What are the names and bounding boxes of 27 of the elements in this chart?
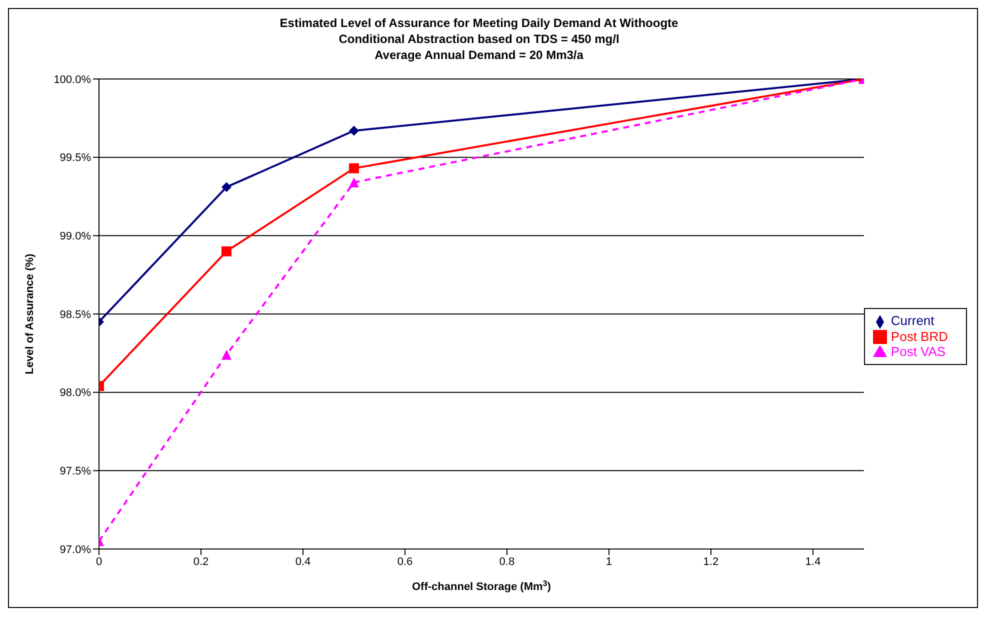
x-axis-title: Off-channel Storage (Mm$^{3}$) [412, 578, 552, 593]
x-tick-label: 0 [96, 556, 102, 568]
x-tick-label: 0.4 [295, 556, 311, 568]
point [348, 126, 359, 136]
y-tick-label: 100.0% [54, 74, 92, 86]
y-tick-label: 97.5% [60, 466, 92, 478]
x-tick-label: 1.2 [703, 556, 719, 568]
x-tick-label: 1.4 [805, 556, 821, 568]
legend-label: Current [890, 313, 934, 328]
point [221, 350, 232, 360]
x-tick-label: 1 [606, 556, 612, 568]
y-tick-label: 99.5% [60, 152, 92, 164]
y-tick-label: 97.0% [60, 544, 92, 556]
point [221, 182, 232, 192]
legend-label: Post BRD [890, 328, 948, 344]
x-tick-label: 0.8 [499, 556, 515, 568]
legend-label: Post VAS [890, 344, 946, 360]
x-tick-label: 0.2 [193, 556, 209, 568]
point [221, 246, 232, 256]
y-tick-label: 99.0% [60, 230, 92, 243]
x-tick-label: 0.6 [397, 556, 413, 568]
y-axis-title: Level of Assurance (%) [24, 253, 36, 374]
y-tick-label: 98.0% [60, 387, 92, 400]
point [348, 163, 359, 174]
y-tick-label: 98.5% [60, 308, 92, 321]
point [348, 177, 359, 188]
chart-title: Estimated Level of Assurance for Meeting Daily Demand At Withoogte Conditional Abstraction based on TDS = 450 mg/l Average Annual Demand = 20 Mm3/a [280, 16, 679, 62]
